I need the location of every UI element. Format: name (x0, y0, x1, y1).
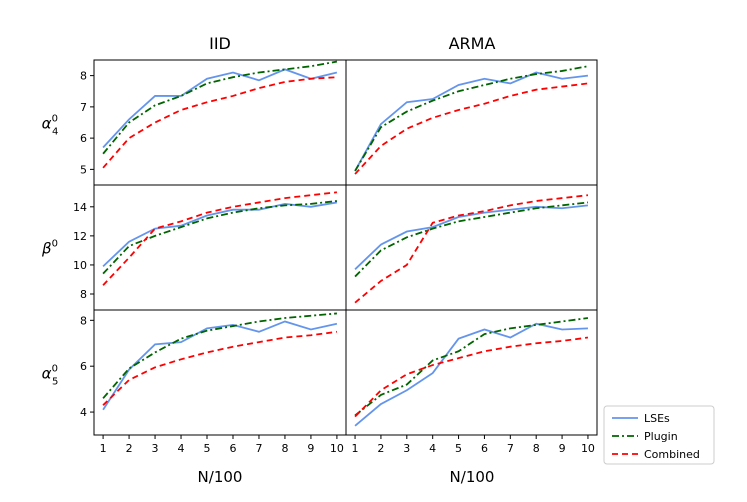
panel-iid-row-1-ytick-label: 5 (80, 163, 87, 176)
panel-arma-row-3-frame (345, 309, 598, 436)
panel-arma-row-3-xtick-label: 5 (455, 442, 462, 455)
panel-arma-row-1-series-plugin (354, 65, 589, 172)
legend: LSEs Plugin Combined (603, 405, 715, 465)
panel-arma-row-3-xtick-label: 9 (559, 442, 566, 455)
panel-iid-row-1-ytick-label: 6 (80, 132, 87, 145)
y-axis-label-row-3: α0 5 (42, 364, 59, 388)
column-title-arma: ARMA (449, 34, 496, 53)
panel-iid-row-2-ytick-label: 14 (73, 201, 87, 214)
panel-iid-row-3-series-plugin (102, 312, 337, 399)
panel-arma-row-1-series-lses (354, 71, 589, 172)
panel-iid-row-1-ytick-label: 8 (80, 70, 87, 83)
panel-iid-row-3-xtick-label: 3 (152, 442, 159, 455)
legend-label-plugin: Plugin (644, 430, 678, 443)
panel-arma-row-3-xtick-label: 4 (429, 442, 436, 455)
panel-arma-row-3: 1 2 3 4 5 6 7 8 9 10 (345, 309, 598, 455)
panel-iid-row-2-ytick-label: 10 (73, 259, 87, 272)
y-axis-label-row-1: α0 4 (42, 114, 59, 138)
panel-arma-row-3-series-lses (354, 322, 588, 427)
panel-iid-row-3-series-combined (102, 330, 338, 406)
legend-label-lses: LSEs (644, 412, 670, 425)
x-axis-label-arma: N/100 (450, 468, 495, 486)
x-axis-labels: N/100 N/100 (198, 468, 495, 486)
panel-iid-row-3-xtick-label: 1 (100, 442, 107, 455)
panel-iid-row-3-xtick-label: 2 (126, 442, 133, 455)
panel-iid-row-3: 4 6 8 1 2 3 4 5 6 7 8 9 10 (80, 309, 347, 455)
panel-iid-row-1-series-plugin (102, 60, 338, 155)
panel-iid-row-3-xtick-label: 10 (330, 442, 344, 455)
panel-iid-row-3-xtick-label: 6 (229, 442, 236, 455)
panel-iid-row-2-series-combined (102, 191, 338, 286)
panel-iid-row-3-ytick-label: 6 (80, 360, 87, 373)
legend-label-combined: Combined (644, 448, 700, 461)
panel-iid-row-1-series-combined (102, 76, 337, 169)
panel-iid-row-3-xtick-label: 8 (281, 442, 288, 455)
panel-arma-row-2-series-plugin (354, 201, 589, 278)
legend-box (603, 405, 715, 465)
panel-iid-row-2-ytick-label: 12 (73, 230, 87, 243)
column-title-iid: IID (209, 34, 231, 53)
panel-arma-row-3-xtick-label: 7 (507, 442, 514, 455)
panel-iid-row-3-ytick-label: 8 (80, 314, 87, 327)
panel-iid-row-3-ytick-label: 4 (80, 406, 87, 419)
panel-iid-row-3-series-lses (102, 320, 338, 411)
panel-iid-row-3-xtick-label: 4 (178, 442, 185, 455)
panel-iid-row-3-xtick-label: 9 (307, 442, 314, 455)
panel-iid-row-3-xtick-label: 5 (204, 442, 211, 455)
panel-arma-row-3-xtick-label: 2 (377, 442, 384, 455)
panel-iid-row-2-series-plugin (102, 200, 338, 275)
panel-arma-row-3-xtick-label: 3 (403, 442, 410, 455)
panel-iid-row-1-series-lses (102, 68, 338, 149)
panel-arma-row-3-series-plugin (354, 317, 589, 417)
panel-iid-row-3-xtick-label: 7 (255, 442, 262, 455)
panel-arma-row-1-series-combined (354, 82, 589, 175)
panel-iid-row-2-ytick-label: 8 (80, 288, 87, 301)
panel-arma-row-3-xtick-label: 10 (581, 442, 595, 455)
x-axis-label-iid: N/100 (198, 468, 243, 486)
y-axis-label-row-2: β0 (41, 239, 58, 258)
panel-iid-row-2: 8 10 12 14 (73, 184, 347, 311)
panel-iid-row-1-ytick-label: 7 (80, 101, 87, 114)
panel-arma-row-2-series-combined (354, 194, 589, 304)
panel-arma-row-3-xtick-label: 6 (481, 442, 488, 455)
panel-arma-row-3-series-combined (354, 336, 589, 418)
panel-arma-row-3-xtick-label: 8 (533, 442, 540, 455)
panel-arma-row-3-xtick-label: 1 (352, 442, 359, 455)
panel-iid-row-1: 5 6 7 8 (80, 59, 347, 186)
